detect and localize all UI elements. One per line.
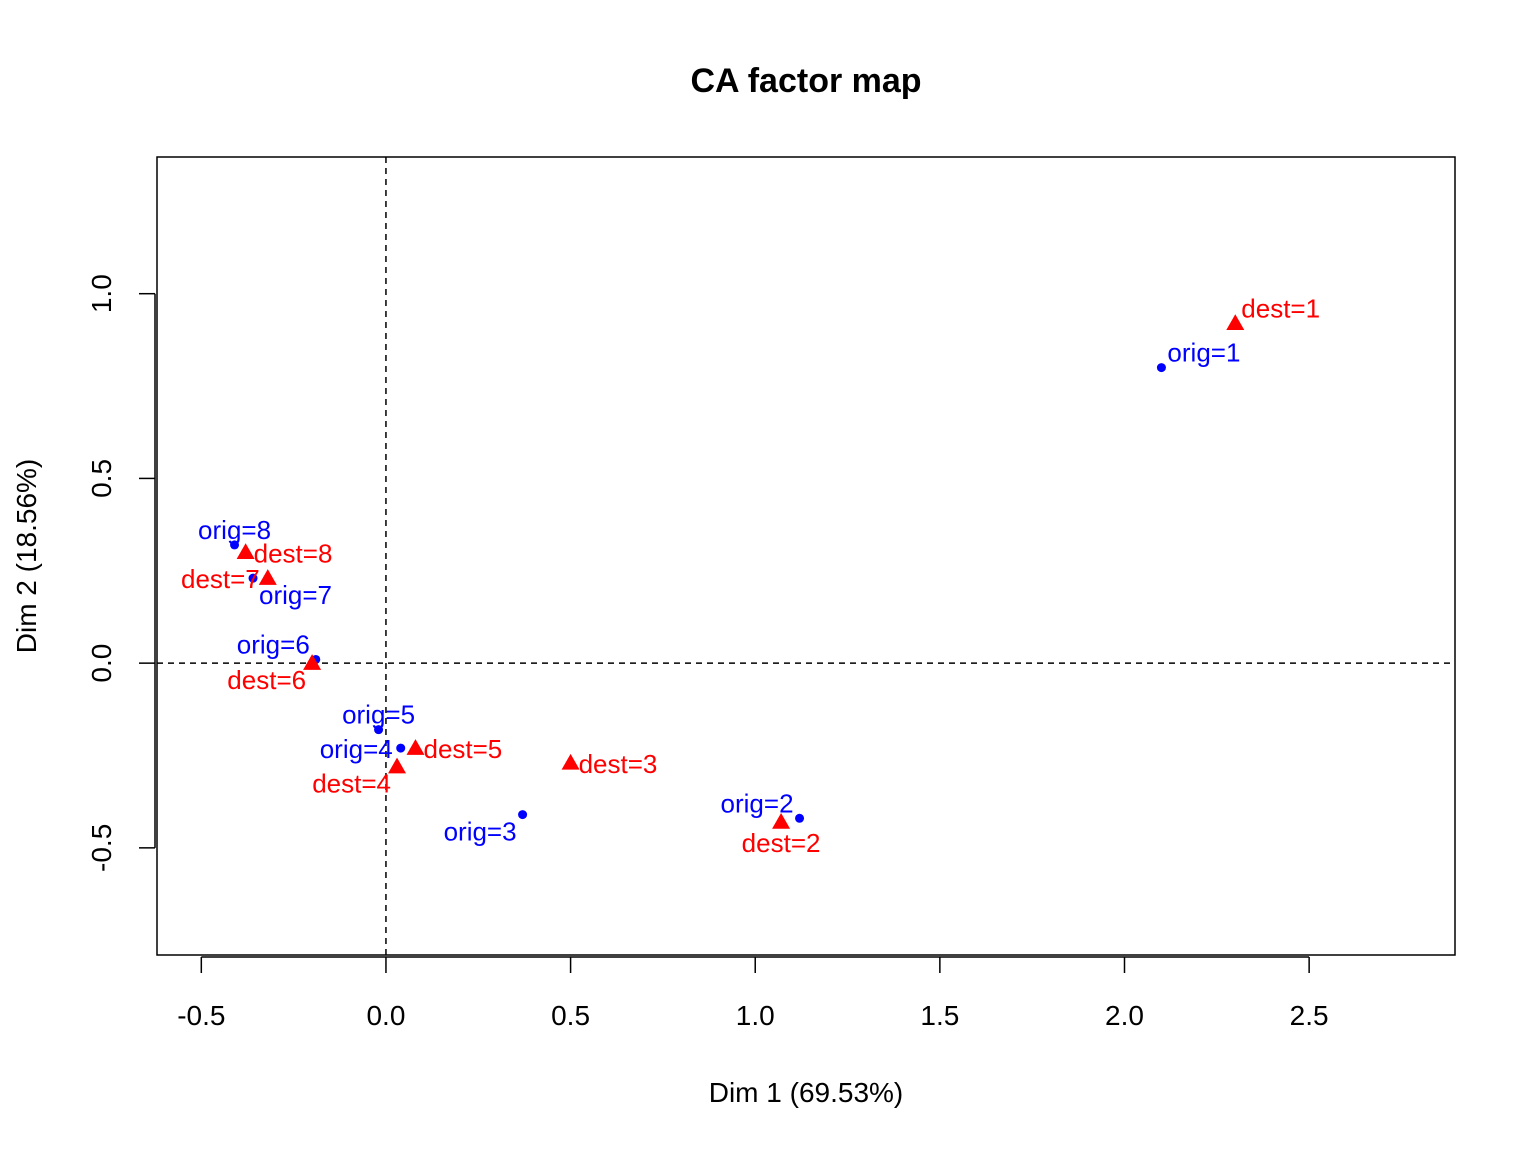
dest-point-label: dest=5 [423,734,502,764]
orig-point [374,725,384,735]
dest-point-label: dest=4 [312,769,391,799]
x-tick-label: 1.5 [920,1000,959,1031]
x-axis: -0.5 0.0 0.5 1.0 1.5 2.0 2.5 [177,956,1329,1031]
orig-point-label: orig=1 [1167,338,1240,368]
orig-point-label: orig=3 [444,817,517,847]
orig-point-label: orig=7 [259,580,332,610]
dest-point [561,753,580,770]
x-tick-label: 0.0 [366,1000,405,1031]
chart-title: CA factor map [690,62,921,100]
data-labels: orig=1 orig=2 orig=3 orig=4 orig=5 orig=6 orig… [181,293,1320,858]
dest-point-label: dest=6 [227,665,306,695]
x-tick-label: 0.5 [551,1000,590,1031]
orig-point [230,540,240,550]
orig-point-label: orig=8 [198,515,271,545]
orig-point [518,810,528,820]
orig-point-label: orig=4 [320,734,393,764]
dest-point [303,654,322,670]
x-tick-label: 2.5 [1290,1000,1329,1031]
dest-point [1226,314,1245,330]
x-tick-label: 2.0 [1105,1000,1144,1031]
dest-point-label: dest=3 [579,749,658,779]
dest-point [406,739,425,755]
orig-point-label: orig=5 [342,700,415,730]
dest-point [236,543,255,560]
x-axis-label: Dim 1 (69.53%) [709,1077,904,1108]
orig-point-label: orig=6 [237,629,310,659]
dest-point [258,569,277,585]
dest-point [772,813,791,829]
y-tick-label: 1.0 [86,274,117,313]
y-tick-label: 0.5 [86,459,117,498]
dest-point-label: dest=1 [1241,293,1320,323]
y-axis-label: Dim 2 (18.56%) [11,459,42,654]
reference-lines [157,157,1455,955]
dest-point-label: dest=7 [181,564,260,594]
y-tick-label: 0.0 [86,644,117,683]
dest-point [388,757,407,774]
orig-point-label: orig=2 [721,788,794,818]
dest-point-label: dest=2 [742,828,821,858]
orig-point [396,743,406,753]
y-axis: -0.5 0.0 0.5 1.0 [86,274,156,872]
data-points [230,314,1245,829]
orig-point [795,813,805,823]
orig-point [1156,363,1166,373]
y-tick-label: -0.5 [86,824,117,872]
dest-point-label: dest=8 [254,538,333,568]
x-tick-label: 1.0 [736,1000,775,1031]
x-tick-label: -0.5 [177,1000,225,1031]
plot-frame [156,156,1456,956]
orig-point [248,573,258,583]
